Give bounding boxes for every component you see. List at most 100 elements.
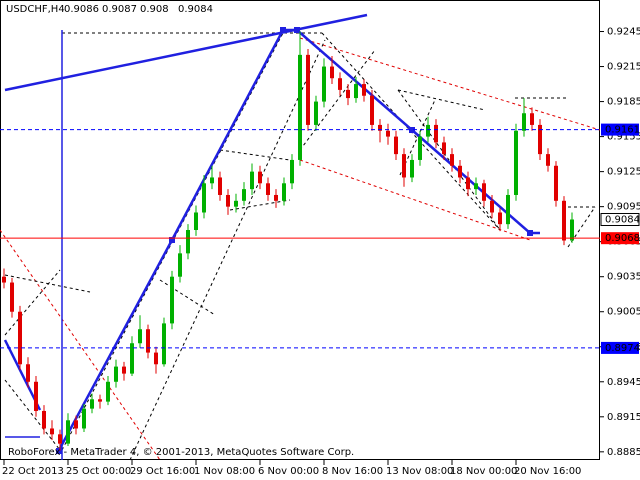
symbol-label: USDCHF,H4 <box>6 4 65 15</box>
current-price-label: 0.9084 <box>605 214 640 225</box>
candle-body <box>130 343 134 374</box>
candle-body <box>338 78 342 90</box>
candle-body <box>42 410 46 429</box>
level-label-box <box>601 232 639 245</box>
x-tick-label: 1 Nov 08:00 <box>194 466 255 477</box>
candle-body <box>482 183 486 201</box>
candle-body <box>322 66 326 102</box>
y-tick-label: 0.8915 <box>607 412 640 423</box>
candle-body <box>354 84 358 99</box>
y-tick-label: 0.9245 <box>607 27 640 38</box>
candle-body <box>106 381 110 402</box>
candle-body <box>362 84 366 96</box>
candle-body <box>274 194 278 201</box>
candle-body <box>82 408 86 429</box>
candle-body <box>522 113 526 131</box>
y-tick-label: 0.8945 <box>607 377 640 388</box>
candle-body <box>506 194 510 225</box>
candle-body <box>234 200 238 207</box>
candle-body <box>250 171 254 190</box>
candle-body <box>154 352 158 365</box>
y-tick-label: 0.9125 <box>607 167 640 178</box>
candle-body <box>426 124 430 137</box>
header-price: 0.9087 <box>102 4 137 15</box>
x-tick-label: 6 Nov 00:00 <box>258 466 319 477</box>
candle-body <box>162 323 166 365</box>
candle-body <box>242 189 246 201</box>
candle-body <box>402 154 406 178</box>
y-tick-label: 0.9095 <box>607 202 640 213</box>
candle-body <box>18 311 22 365</box>
candle-body <box>2 276 6 283</box>
candle-body <box>58 434 62 444</box>
candle-body <box>394 136 398 155</box>
y-tick-label: 0.9155 <box>607 132 640 143</box>
candle-body <box>114 366 118 382</box>
candle-body <box>146 329 150 353</box>
x-tick-label: 20 Nov 16:00 <box>514 466 581 477</box>
y-tick-label: 0.9005 <box>607 307 640 318</box>
candle-body <box>298 54 302 160</box>
candle-body <box>170 276 174 324</box>
candle-body <box>378 124 382 131</box>
candle-body <box>314 101 318 125</box>
candle-body <box>26 364 30 382</box>
candle-body <box>514 130 518 195</box>
candle-body <box>258 171 262 184</box>
candle-body <box>530 113 534 125</box>
candle-body <box>90 399 94 409</box>
footer: RoboForex - MetaTrader 4, © 2001-2013, M… <box>8 447 354 458</box>
candle-body <box>202 183 206 213</box>
candle-body <box>490 200 494 213</box>
candle-body <box>458 165 462 178</box>
candle-body <box>10 282 14 312</box>
candle-body <box>434 124 438 143</box>
candle-body <box>306 54 310 125</box>
candle-body <box>290 159 294 184</box>
candle-body <box>218 177 222 195</box>
level-label-box <box>601 123 639 136</box>
candle-body <box>562 200 566 241</box>
candle-body <box>98 399 102 402</box>
candle-body <box>466 177 470 190</box>
candle-body <box>266 183 270 195</box>
candle-body <box>178 253 182 277</box>
candle-body <box>226 194 230 207</box>
candle-body <box>282 183 286 201</box>
candle-body <box>570 219 574 241</box>
candle-body <box>138 329 142 344</box>
header-price: 0.9084 <box>178 4 213 15</box>
x-tick-label: 29 Oct 16:00 <box>130 466 195 477</box>
x-tick-label: 8 Nov 16:00 <box>322 466 383 477</box>
candle-body <box>122 366 126 374</box>
candle-body <box>330 66 334 79</box>
candle-body <box>498 212 502 225</box>
level-label: 0.9068 <box>605 233 640 244</box>
y-tick-label: 0.8885 <box>607 447 640 458</box>
x-tick-label: 18 Nov 00:00 <box>450 466 517 477</box>
candle-body <box>554 165 558 201</box>
candle-body <box>538 124 542 155</box>
candle-body <box>474 183 478 190</box>
candle-body <box>50 428 54 435</box>
y-tick-label: 0.9035 <box>607 272 640 283</box>
candle-body <box>450 154 454 166</box>
candle-body <box>442 142 446 155</box>
candle-body <box>34 381 38 411</box>
header-price: 0.908 <box>140 4 169 15</box>
candle-body <box>418 136 422 160</box>
candle-body <box>210 177 214 184</box>
current-price-box <box>600 212 640 226</box>
x-tick-label: 22 Oct 2013 <box>2 466 64 477</box>
x-tick-label: 25 Oct 00:00 <box>66 466 131 477</box>
candle-body <box>546 154 550 166</box>
header-price: 0.9086 <box>64 4 99 15</box>
level-label-box <box>601 341 639 354</box>
candle-body <box>346 89 350 99</box>
analysis-drawings <box>0 13 601 461</box>
candle-body <box>74 420 78 429</box>
candle-body <box>186 230 190 254</box>
level-label: 0.9161 <box>605 125 640 136</box>
candle-body <box>386 130 390 137</box>
